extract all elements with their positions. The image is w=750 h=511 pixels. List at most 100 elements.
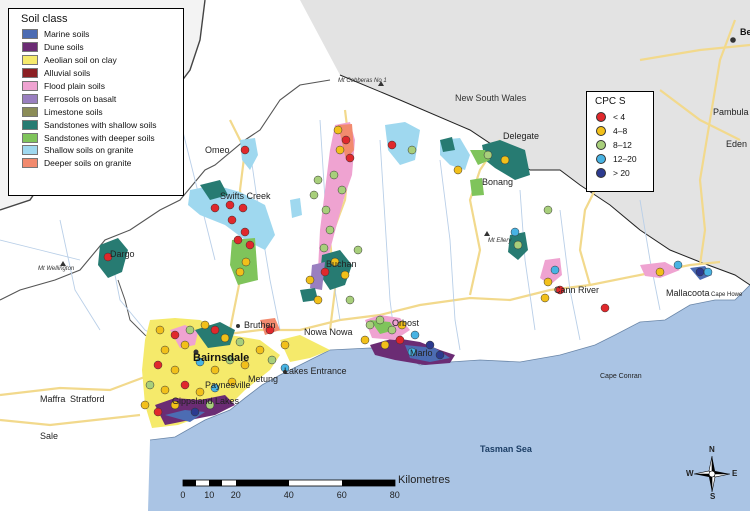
soil-legend-label: Ferrosols on basalt [44,93,117,104]
cpc-legend-label: 8–12 [613,140,632,150]
cpc-legend-label: < 4 [613,112,626,122]
soil-legend-title: Soil class [21,13,68,25]
soil-swatch [22,29,38,40]
label-metung: Metung [248,374,279,384]
label-mallacoota: Mallacoota [666,288,710,298]
label-bruthen: Bruthen [244,320,276,330]
soil-legend-item: Flood plain soils [22,80,183,93]
town-markers [193,37,736,374]
soil-legend-item: Sandstones with deeper soils [22,131,183,144]
soil-swatch [22,42,38,53]
label-paynesville: Paynesville [205,380,251,390]
soil-legend-item: Dune soils [22,41,183,54]
label-lakes-entrance: Lakes Entrance [284,366,347,376]
cpc-legend: CPC S < 4 4–8 8–12 12–20 > 20 [586,91,654,192]
label-stratford: Stratford [70,394,105,404]
cpc-legend-item: 8–12 [596,138,653,152]
soil-legend-label: Shallow soils on granite [44,145,134,156]
compass-rose [693,455,731,493]
compass-w: W [686,469,694,478]
label-mt-wellington: Mt Wellington [38,266,75,272]
soil-swatch [22,93,38,104]
label-nowa-nowa: Nowa Nowa [304,327,353,337]
soil-swatch [22,119,38,130]
soil-legend-label: Aeolian soil on clay [44,55,117,66]
scale-tick-label: 20 [230,490,241,500]
soil-legend-item: Deeper soils on granite [22,157,183,170]
label-pambula: Pambula [713,107,749,117]
sea [148,285,750,511]
soil-legend-label: Alluvial soils [44,68,91,79]
cpc-legend-title: CPC S [595,96,626,107]
cpc-points [103,125,713,417]
label-mt-ellery: Mt Ellery [488,238,512,244]
cpc-legend-label: > 20 [613,168,630,178]
scale-bar-graphic [182,479,396,487]
label-maffra: Maffra [40,394,66,404]
compass-e: E [732,469,738,478]
soil-legend-label: Sandstones with deeper soils [44,132,155,143]
label-bairnsdale: Bairnsdale [193,352,250,364]
cpc-legend-label: 12–20 [613,154,637,164]
soil-swatch [22,132,38,143]
compass-n: N [709,445,715,454]
label-bega: Bega [740,27,750,37]
label-cape-conran: Cape Conran [600,373,642,380]
label-delegate: Delegate [503,131,540,141]
scale-tick-label: 0 [180,490,186,500]
soil-swatch [22,55,38,66]
label-eden: Eden [726,139,748,149]
soil-legend-item: Alluvial soils [22,67,183,80]
nsw-region [300,0,750,285]
scale-unit: Kilometres [398,474,450,486]
soil-swatch [22,106,38,117]
soil-legend-item: Limestone soils [22,105,183,118]
soil-legend-item: Ferrosols on basalt [22,92,183,105]
scale-tick-label: 10 [204,490,215,500]
label-sale: Sale [40,431,59,441]
soil-legend-label: Dune soils [44,42,84,53]
scale-tick-label: 60 [336,490,347,500]
label-omeo: Omeo [205,145,230,155]
label-gippsland-lakes: Gippsland Lakes [172,396,240,406]
soil-legend-label: Sandstones with shallow soils [44,119,157,130]
cpc-dot [596,112,606,122]
cpc-dot [596,154,606,164]
cpc-dot [596,126,606,136]
label-buchan: Buchan [326,259,357,269]
soil-swatch [22,145,38,156]
cpc-legend-item: 4–8 [596,124,653,138]
cpc-dot [596,140,606,150]
soil-swatch [22,68,38,79]
scale-tick-label: 80 [389,490,400,500]
cpc-legend-item: 12–20 [596,152,653,166]
cpc-legend-item: < 4 [596,110,653,124]
label-swifts-creek: Swifts Creek [220,191,271,201]
scale-tick-label: 40 [283,490,294,500]
soil-legend-label: Limestone soils [44,106,103,117]
cpc-dot [596,168,606,178]
soil-legend-item: Marine soils [22,28,183,41]
label-cape-howe: Cape Howe [711,292,743,298]
soil-class-legend: Soil class Marine soils Dune soils Aeolian… [8,8,184,196]
district-boundary-2 [0,79,331,301]
soil-legend-item: Sandstones with shallow soils [22,118,183,131]
label-bonang: Bonang [482,177,514,187]
label-orbost: Orbost [392,318,420,328]
soil-legend-item: Aeolian soil on clay [22,54,183,67]
soil-legend-item: Shallow soils on granite [22,144,183,157]
cpc-legend-label: 4–8 [613,126,628,136]
compass-s: S [710,492,716,501]
soil-legend-label: Flood plain soils [44,81,105,91]
soil-swatch [22,81,38,91]
soil-swatch [22,158,38,169]
peaks [60,81,490,266]
soil-patches [98,122,712,428]
soil-legend-label: Marine soils [44,29,90,40]
label-dargo: Dargo [110,249,135,259]
cpc-legend-item: > 20 [596,166,653,180]
label-tasman-sea: Tasman Sea [480,444,532,454]
soil-legend-label: Deeper soils on granite [44,158,132,169]
label-nsw: New South Wales [455,93,527,103]
